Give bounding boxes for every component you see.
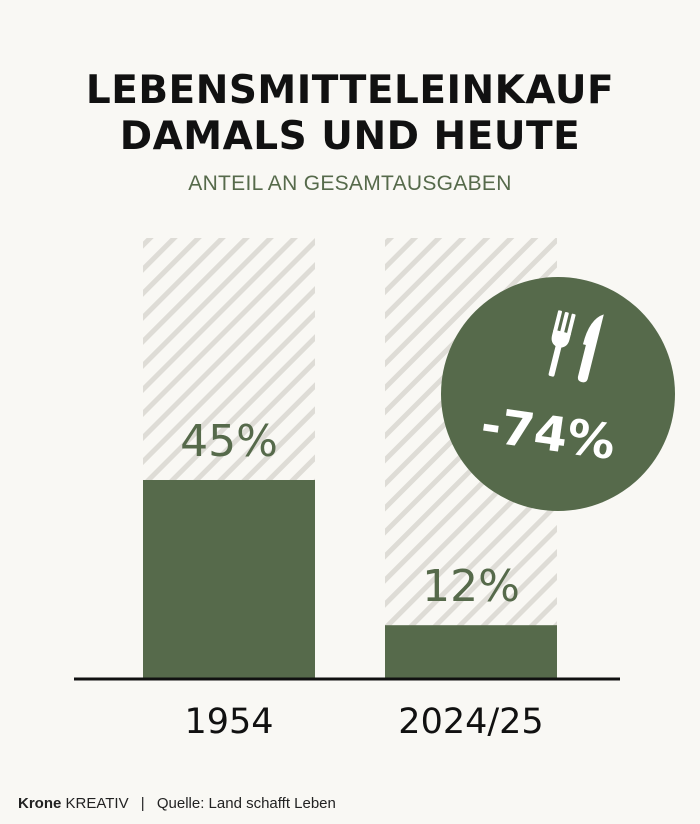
chart-subtitle: ANTEIL AN GESAMTAUSGABEN xyxy=(188,172,512,195)
footer: Krone KREATIV | Quelle: Land schafft Leb… xyxy=(18,795,336,812)
footer-brand-suffix: KREATIV xyxy=(65,795,129,812)
title-line-1: LEBENSMITTELEINKAUF xyxy=(85,68,615,113)
bar-value-label-1954: 45% xyxy=(180,416,278,467)
bar-2024-25 xyxy=(385,625,557,678)
reduction-badge: -74% xyxy=(441,277,675,511)
fork-knife-icon xyxy=(548,310,604,383)
bar-value-label-2024-25: 12% xyxy=(422,561,520,612)
footer-separator: | xyxy=(140,795,145,812)
footer-source: Quelle: Land schafft Leben xyxy=(156,795,336,812)
x-tick-label-1954: 1954 xyxy=(184,702,273,742)
badge-circle xyxy=(441,277,675,511)
x-tick-label-2024-25: 2024/25 xyxy=(398,702,543,742)
title-line-2: DAMALS UND HEUTE xyxy=(119,114,581,159)
bar-1954 xyxy=(143,480,315,678)
chart-title: LEBENSMITTELEINKAUF DAMALS UND HEUTE xyxy=(0,68,700,160)
footer-brand: Krone xyxy=(18,795,62,812)
